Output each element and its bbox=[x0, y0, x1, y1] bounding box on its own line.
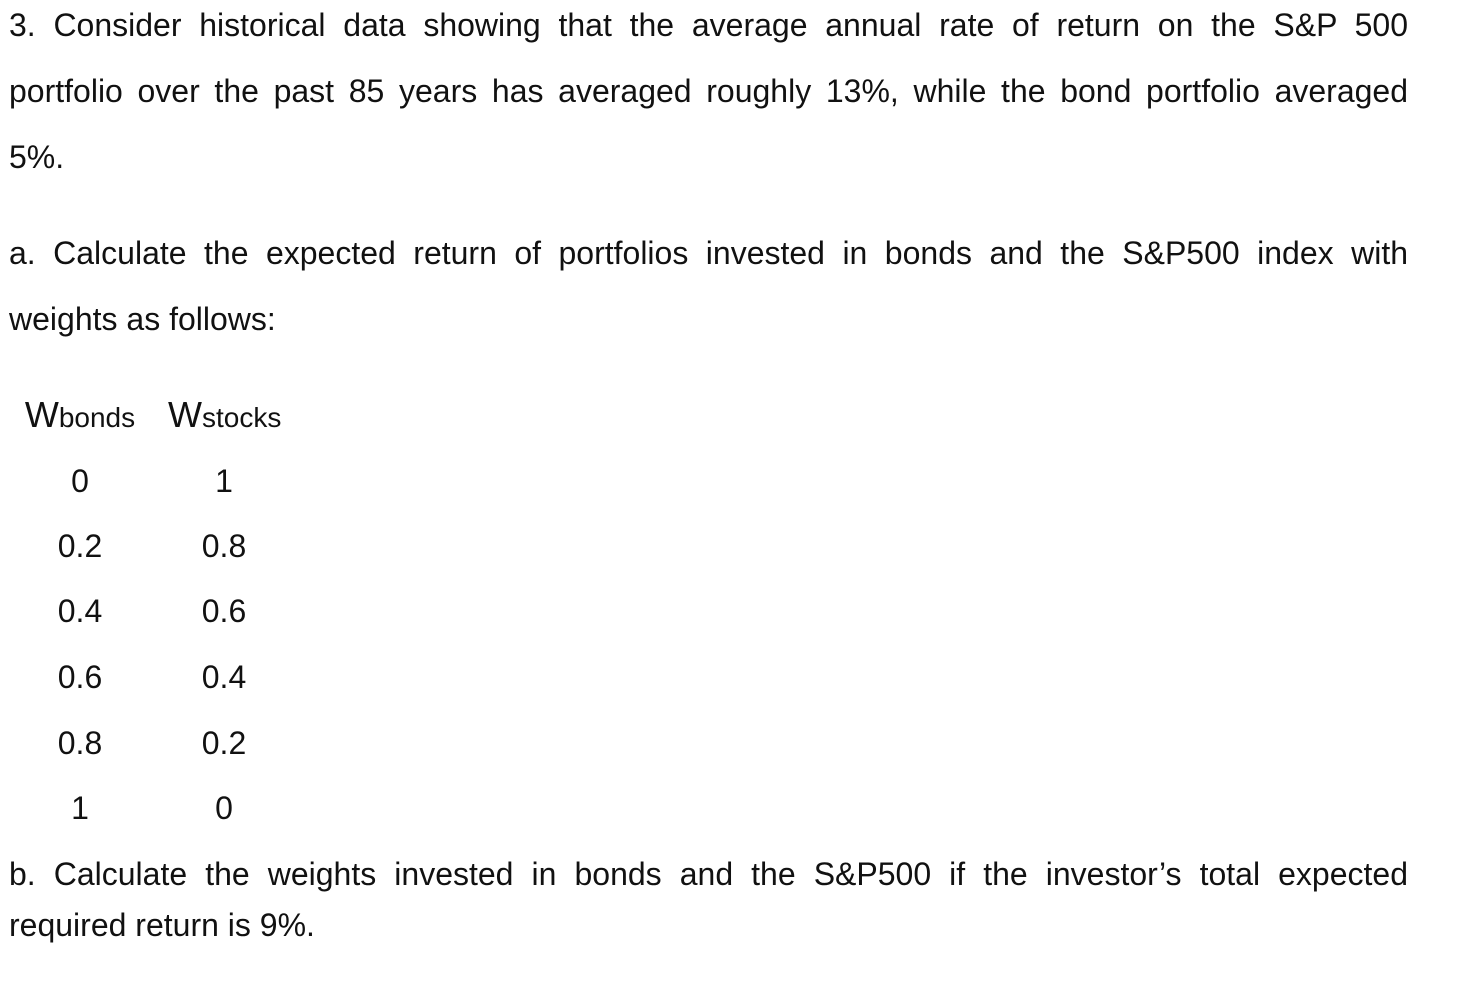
table-row-5-stocks: 0.2 bbox=[201, 725, 247, 761]
weights-header-bonds: Wbonds bbox=[24, 395, 136, 438]
part-a-line-2: weights as follows: bbox=[9, 301, 276, 337]
table-row-4-stocks: 0.4 bbox=[201, 659, 247, 695]
bonds-header-sub: bonds bbox=[58, 402, 136, 433]
part-a-line-1: a. Calculate the expected return of port… bbox=[9, 235, 1408, 271]
table-row-2-stocks: 0.8 bbox=[201, 528, 247, 564]
table-row-2-bonds: 0.2 bbox=[57, 528, 103, 564]
table-row-1-bonds: 0 bbox=[71, 463, 89, 499]
intro-line-2: portfolio over the past 85 years has ave… bbox=[9, 73, 1408, 109]
bonds-header-main: W bbox=[24, 394, 59, 435]
table-row-5-bonds: 0.8 bbox=[57, 725, 103, 761]
part-b-line-1: b. Calculate the weights invested in bon… bbox=[9, 856, 1408, 892]
part-b-line-2: required return is 9%. bbox=[9, 907, 315, 943]
intro-line-3: 5%. bbox=[9, 139, 65, 175]
table-row-6-stocks: 0 bbox=[215, 790, 233, 826]
intro-line-1: 3. Consider historical data showing that… bbox=[9, 7, 1408, 43]
stocks-header-sub: stocks bbox=[201, 402, 282, 433]
table-row-3-bonds: 0.4 bbox=[57, 593, 103, 629]
table-row-3-stocks: 0.6 bbox=[201, 593, 247, 629]
table-row-6-bonds: 1 bbox=[71, 790, 89, 826]
table-row-1-stocks: 1 bbox=[215, 463, 233, 499]
stocks-header-main: W bbox=[168, 394, 202, 435]
table-row-4-bonds: 0.6 bbox=[57, 659, 103, 695]
weights-header-stocks: Wstocks bbox=[168, 394, 282, 438]
